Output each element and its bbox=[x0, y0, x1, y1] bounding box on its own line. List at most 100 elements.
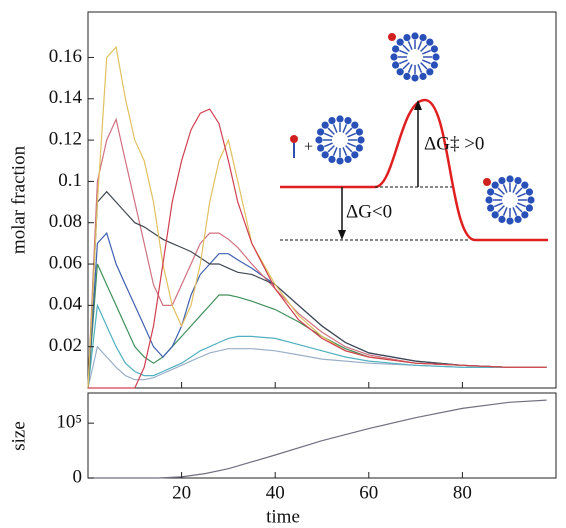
lines bbox=[87, 45, 547, 479]
micelle-tail bbox=[345, 127, 353, 135]
series-line bbox=[88, 108, 547, 389]
micelle-head bbox=[355, 128, 364, 136]
x-tick-label: 60 bbox=[359, 482, 378, 503]
micelle-head bbox=[525, 204, 534, 212]
annotation: ΔG‡ >0 bbox=[424, 133, 484, 154]
x-tick-label: 80 bbox=[453, 482, 472, 503]
micelle-head bbox=[521, 181, 529, 189]
micelle-tail bbox=[422, 59, 431, 65]
micelle-tail bbox=[420, 62, 428, 70]
micelle-head bbox=[506, 217, 514, 225]
inset-diagram: + ΔG‡ >0 ΔG<0 bbox=[270, 28, 554, 250]
y-tick-label: 0 bbox=[73, 466, 83, 487]
micelle-tail bbox=[347, 132, 356, 138]
micelle-head bbox=[506, 175, 514, 183]
micelle-tail bbox=[327, 127, 335, 135]
micelle-head bbox=[396, 68, 404, 76]
series-line bbox=[87, 190, 547, 389]
micelle-tail bbox=[515, 205, 523, 213]
micelle-head bbox=[419, 72, 427, 81]
micelle-tail bbox=[422, 49, 431, 55]
series-line bbox=[87, 231, 547, 389]
micelle-head bbox=[486, 188, 495, 196]
monomer-head bbox=[388, 33, 396, 41]
micelle-head bbox=[351, 121, 359, 129]
micelle-head bbox=[316, 144, 325, 152]
micelle-tail bbox=[324, 132, 333, 138]
series-line bbox=[88, 399, 547, 479]
micelle-tail bbox=[402, 62, 410, 70]
x-tick-label: 20 bbox=[172, 482, 191, 503]
micelle-head bbox=[430, 45, 439, 53]
micelle-tail bbox=[497, 205, 505, 213]
micelle-head bbox=[344, 155, 352, 164]
micelle-head bbox=[403, 33, 411, 42]
micelle-head bbox=[391, 45, 400, 53]
micelle-head bbox=[485, 196, 493, 204]
micelle-head bbox=[525, 188, 534, 196]
micelle-head bbox=[321, 151, 329, 159]
micelle-tail bbox=[407, 64, 413, 73]
micelle-head bbox=[336, 157, 344, 165]
micelle-head bbox=[328, 155, 336, 164]
series-line bbox=[87, 345, 547, 389]
micelle-tail bbox=[494, 192, 503, 198]
micelle-tail bbox=[342, 124, 348, 133]
micelle-head bbox=[432, 53, 440, 61]
micelle-head bbox=[514, 215, 522, 224]
micelle-head bbox=[396, 38, 404, 46]
bottom-frame bbox=[87, 392, 557, 479]
micelle-head bbox=[426, 38, 434, 46]
micelle-tail bbox=[512, 184, 518, 193]
y-tick-label: 0.1 bbox=[58, 170, 82, 191]
micelle-head bbox=[390, 53, 398, 61]
micelle-tail bbox=[399, 49, 408, 55]
micelle-head bbox=[426, 68, 434, 76]
micelle-head bbox=[498, 215, 506, 224]
micelle-tail bbox=[517, 192, 526, 198]
micelle-head bbox=[498, 176, 506, 185]
micelle-tail bbox=[407, 41, 413, 50]
micelle-tail bbox=[417, 64, 423, 73]
micelle-head bbox=[336, 115, 344, 123]
series-line bbox=[87, 303, 547, 389]
micelle-head bbox=[430, 61, 439, 69]
y-tick-label: 0.14 bbox=[49, 87, 83, 108]
micelle-head bbox=[315, 136, 323, 144]
micelle-head bbox=[521, 211, 529, 219]
micelle-head bbox=[411, 74, 419, 82]
micelle-head bbox=[411, 32, 419, 40]
series-line bbox=[87, 263, 547, 389]
micelle-tail bbox=[332, 147, 338, 156]
micelle-head bbox=[328, 116, 336, 125]
micelle-tail bbox=[420, 44, 428, 52]
micelle-tail bbox=[497, 187, 505, 195]
top-frame bbox=[87, 11, 557, 389]
micelle-head bbox=[491, 181, 499, 189]
x-axis-label: time bbox=[266, 506, 300, 527]
micelle-tail bbox=[327, 145, 335, 153]
y-tick-label: 0.04 bbox=[49, 294, 83, 315]
y-tick-label: 0.16 bbox=[49, 46, 82, 67]
micelle-tail bbox=[494, 202, 503, 208]
micelle-tail bbox=[502, 184, 508, 193]
y-axis-label: size bbox=[8, 421, 29, 451]
micelle-head bbox=[321, 121, 329, 129]
micelle-head bbox=[391, 61, 400, 69]
micelle-tail bbox=[517, 202, 526, 208]
monomer-head bbox=[290, 135, 298, 143]
micelle-head bbox=[403, 72, 411, 81]
micelle-head bbox=[491, 211, 499, 219]
y-tick-label: 0.08 bbox=[49, 211, 82, 232]
y-tick-label: 0.12 bbox=[49, 128, 82, 149]
annotation: ΔG<0 bbox=[346, 201, 392, 222]
monomer-head bbox=[483, 178, 491, 186]
arrowhead bbox=[338, 230, 346, 240]
plus-sign: + bbox=[304, 139, 313, 156]
micelle-tail bbox=[324, 142, 333, 148]
micelle-tail bbox=[502, 207, 508, 216]
y-tick-label: 0.06 bbox=[49, 252, 82, 273]
arrowhead bbox=[414, 100, 422, 110]
micelle-head bbox=[351, 151, 359, 159]
micelle-tail bbox=[345, 145, 353, 153]
